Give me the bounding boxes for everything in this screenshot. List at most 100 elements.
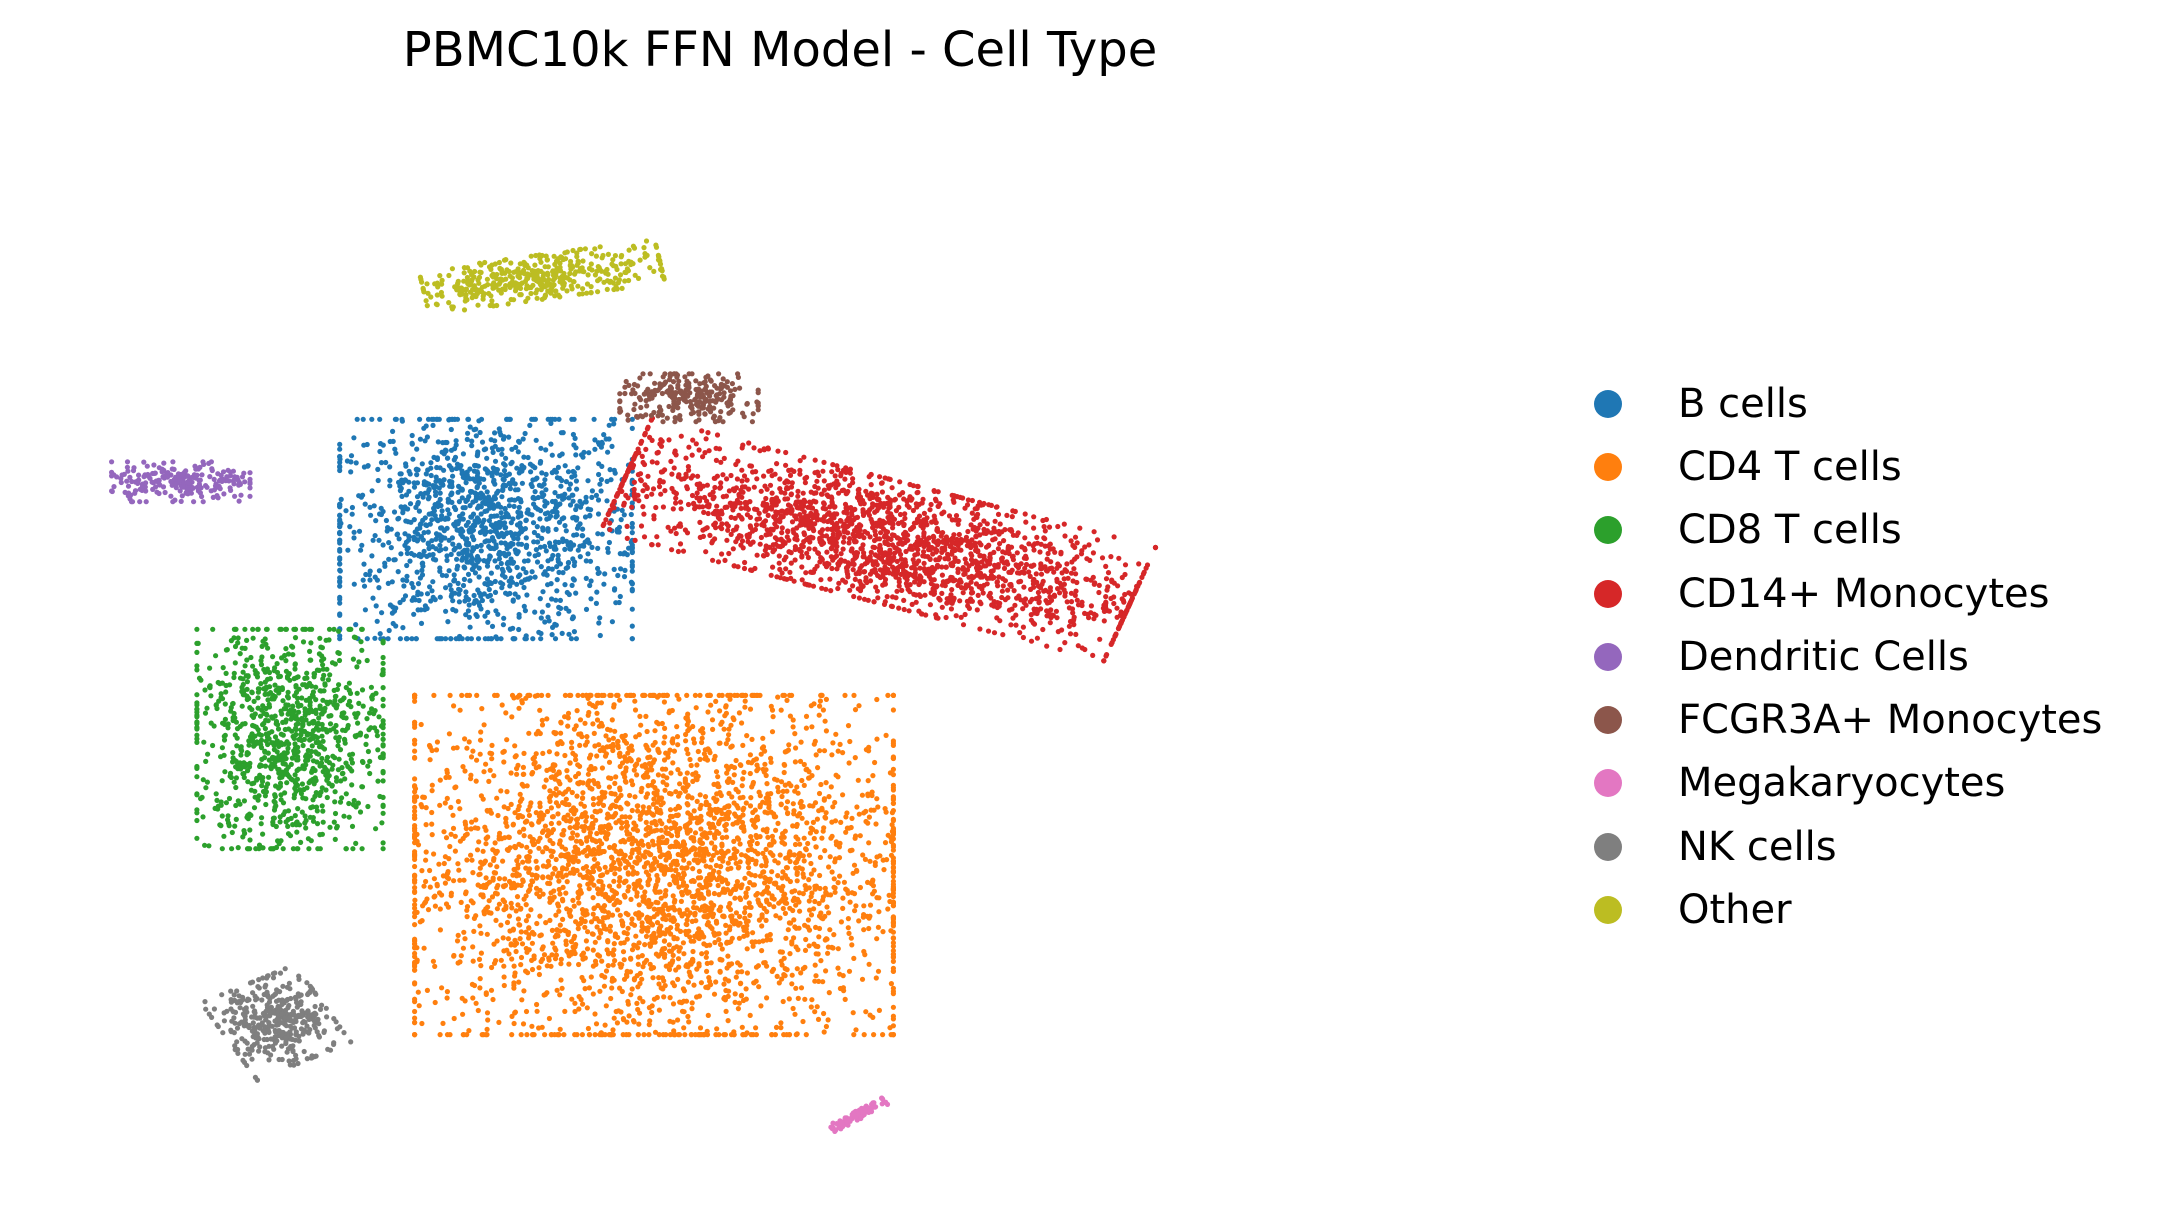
data-point — [545, 602, 551, 608]
data-point — [740, 776, 746, 782]
data-point — [640, 999, 646, 1005]
data-point — [445, 507, 451, 513]
data-point — [504, 561, 510, 567]
data-point — [515, 573, 522, 580]
data-point — [677, 781, 683, 787]
data-point — [737, 895, 743, 901]
data-point — [802, 883, 808, 889]
data-point — [792, 731, 798, 737]
data-point — [870, 773, 876, 779]
data-point — [591, 905, 597, 912]
data-point — [456, 591, 462, 597]
data-point — [526, 511, 533, 517]
data-point — [890, 782, 897, 788]
data-point — [666, 818, 672, 824]
data-point — [442, 800, 448, 806]
data-point — [404, 573, 410, 579]
data-point — [683, 851, 690, 857]
data-point — [546, 565, 552, 572]
data-point — [416, 508, 422, 514]
data-point — [890, 707, 897, 713]
data-point — [451, 577, 458, 583]
data-point — [594, 710, 600, 716]
data-point — [437, 542, 443, 548]
data-point — [544, 716, 550, 722]
data-point — [627, 792, 633, 799]
data-point — [369, 553, 375, 559]
data-point — [473, 817, 479, 823]
data-point — [525, 507, 531, 513]
data-point — [415, 842, 422, 848]
data-point — [711, 756, 717, 763]
data-point — [650, 975, 656, 981]
data-point — [655, 748, 661, 754]
data-point — [546, 749, 553, 755]
data-point — [679, 865, 685, 871]
data-point — [426, 486, 432, 492]
data-point — [746, 865, 752, 871]
data-point — [530, 1032, 536, 1038]
data-point — [508, 900, 514, 907]
data-point — [577, 779, 583, 785]
data-point — [759, 914, 765, 920]
data-point — [831, 884, 837, 890]
data-point — [841, 879, 848, 885]
data-point — [563, 941, 569, 948]
data-point — [554, 577, 560, 583]
data-point — [565, 564, 571, 570]
data-point — [410, 584, 416, 591]
data-point — [516, 504, 522, 510]
data-point — [745, 918, 751, 924]
data-point — [813, 943, 819, 949]
data-point — [517, 510, 524, 516]
data-point — [596, 935, 602, 941]
data-point — [564, 589, 570, 596]
data-point — [845, 723, 852, 729]
data-point — [442, 516, 448, 522]
data-point — [507, 583, 513, 589]
data-point — [861, 1032, 867, 1038]
data-point — [725, 779, 731, 786]
data-point — [620, 734, 626, 741]
data-point — [511, 1020, 517, 1027]
data-point — [591, 416, 597, 422]
data-point — [728, 939, 734, 945]
data-point — [890, 692, 897, 699]
data-point — [763, 917, 769, 924]
data-point — [659, 795, 665, 801]
data-point — [835, 965, 841, 971]
data-point — [876, 909, 882, 915]
data-point — [412, 872, 418, 879]
data-point — [782, 762, 788, 768]
data-point — [685, 802, 691, 808]
data-point — [675, 767, 681, 773]
data-point — [820, 894, 827, 900]
data-point — [456, 636, 462, 642]
data-point — [633, 943, 639, 949]
data-point — [351, 529, 357, 535]
data-point — [535, 494, 541, 501]
data-point — [744, 946, 750, 952]
data-point — [704, 882, 710, 888]
data-point — [571, 532, 577, 538]
data-point — [684, 917, 690, 923]
data-point — [380, 778, 386, 784]
data-point — [412, 954, 418, 960]
data-point — [837, 741, 843, 748]
data-point — [450, 473, 456, 479]
data-point — [571, 629, 578, 635]
data-point — [526, 935, 532, 941]
data-point — [779, 949, 786, 955]
data-point — [361, 583, 368, 589]
data-point — [520, 1021, 527, 1027]
data-point — [463, 522, 469, 529]
data-point — [380, 442, 386, 448]
data-point — [756, 984, 762, 990]
data-point — [447, 692, 453, 699]
data-point — [522, 608, 529, 614]
data-point — [623, 910, 629, 916]
data-point — [479, 706, 485, 712]
data-point — [531, 501, 537, 507]
data-point — [865, 793, 871, 799]
data-point — [724, 965, 730, 971]
